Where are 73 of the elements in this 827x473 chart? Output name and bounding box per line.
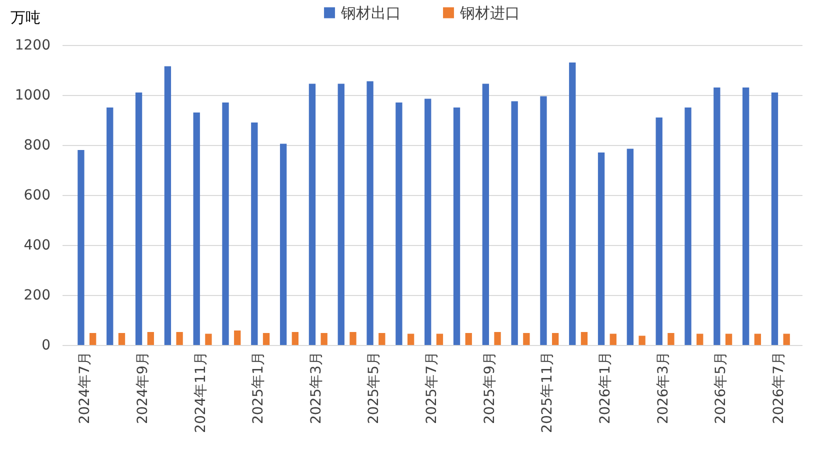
bar: [338, 84, 344, 345]
bar: [638, 336, 646, 345]
bar: [569, 62, 576, 345]
bar: [668, 333, 674, 345]
y-axis-title: 万吨: [10, 8, 40, 26]
bar: [234, 330, 241, 345]
bar: [78, 150, 84, 345]
x-tick-label: 2026年7月: [770, 352, 787, 424]
bar: [540, 96, 547, 345]
bar: [714, 88, 720, 345]
x-tick-label: 2026年5月: [713, 352, 730, 424]
bar: [465, 333, 472, 345]
y-tick-label: 1000: [14, 88, 50, 104]
x-tick-label: 2025年1月: [250, 352, 267, 424]
bar: [436, 334, 444, 345]
bar: [742, 88, 750, 345]
x-tick-label: 2025年5月: [366, 352, 382, 424]
bar: [262, 333, 270, 345]
bar: [396, 102, 402, 345]
bar: [511, 101, 518, 345]
x-tick-label: 2025年3月: [308, 352, 324, 424]
bar: [783, 334, 790, 345]
bar: [598, 152, 605, 345]
y-tick-label: 0: [42, 338, 50, 354]
bar: [193, 112, 200, 345]
x-tick-label: 2024年9月: [134, 352, 151, 424]
x-tick-label: 2025年7月: [424, 352, 440, 424]
bar: [176, 332, 183, 345]
bar: [771, 92, 778, 345]
bar: [90, 333, 96, 345]
bar: [754, 334, 762, 345]
legend-label: 钢材进口: [459, 4, 520, 22]
bar: [656, 118, 662, 345]
x-tick-label: 2024年11月: [192, 352, 209, 433]
bar: [453, 108, 460, 345]
bar: [610, 334, 616, 345]
y-tick-label: 800: [24, 138, 50, 154]
bar: [494, 332, 501, 345]
bar: [684, 108, 692, 345]
bar: [482, 84, 489, 345]
bar: [251, 122, 258, 345]
bar: [106, 108, 114, 345]
legend-label: 钢材出口: [340, 4, 401, 22]
bar: [292, 332, 299, 345]
x-tick-label: 2025年9月: [482, 352, 498, 424]
bar: [626, 148, 634, 345]
bar: [424, 98, 432, 345]
bar: [378, 333, 386, 345]
bar: [164, 66, 172, 345]
bar: [696, 334, 704, 345]
y-tick-label: 1200: [14, 38, 50, 54]
bar: [320, 333, 328, 345]
y-tick-label: 200: [24, 288, 50, 304]
bar: [222, 102, 229, 345]
x-tick-label: 2025年11月: [540, 352, 556, 433]
bar: [350, 332, 356, 345]
y-tick-label: 400: [24, 238, 50, 254]
x-tick-label: 2026年3月: [655, 352, 672, 424]
bar: [147, 332, 154, 345]
bar: [523, 333, 530, 345]
bar: [135, 92, 142, 345]
bar: [118, 333, 126, 345]
bar: [205, 334, 212, 345]
bar: [280, 144, 287, 345]
x-tick-label: 2026年1月: [597, 352, 614, 424]
y-tick-label: 600: [24, 188, 50, 204]
bar: [580, 332, 588, 345]
bar: [552, 333, 559, 345]
bar: [725, 334, 732, 345]
bar: [366, 81, 374, 345]
bar: [308, 84, 316, 345]
bar: [407, 334, 414, 345]
x-tick-label: 2024年7月: [77, 352, 94, 424]
